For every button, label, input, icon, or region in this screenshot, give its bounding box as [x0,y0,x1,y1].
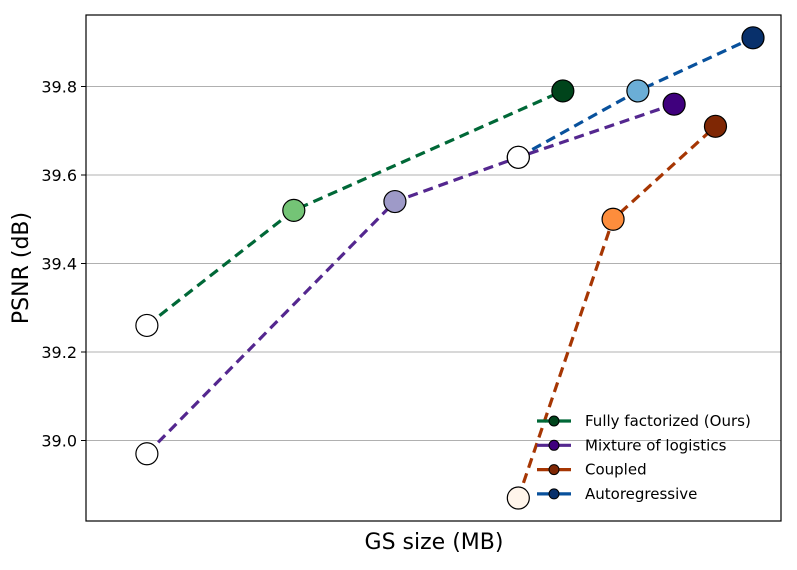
data-point [741,26,765,50]
legend: Fully factorized (Ours) Mixture of logist… [537,412,751,503]
y-tick-label: 39.2 [41,343,77,362]
series-0 [135,79,575,338]
y-tick-label: 39.0 [41,432,77,451]
legend-marker [548,464,560,476]
legend-label: Mixture of logistics [585,436,727,454]
y-tick-label: 39.8 [41,78,77,97]
y-axis-label: PSNR (dB) [9,212,34,324]
data-point [601,207,625,231]
data-point [506,145,530,169]
grid-lines [86,86,781,441]
series-layer [135,26,765,510]
series-3 [506,26,765,169]
series-2 [506,114,728,510]
series-line [145,102,675,455]
data-point [282,198,306,222]
data-point [135,442,159,466]
data-point [626,79,650,103]
legend-label: Autoregressive [585,485,697,503]
legend-marker [548,439,560,451]
plot-frame [85,14,782,522]
data-point [662,92,686,116]
series-1 [135,92,686,466]
x-axis-label: GS size (MB) [365,530,504,555]
data-point [551,79,575,103]
y-tick-label: 39.4 [41,255,77,274]
data-point [506,486,530,510]
data-point [135,313,159,338]
y-tick-label: 39.6 [41,166,77,185]
legend-item: Autoregressive [537,485,697,503]
legend-marker [548,488,560,500]
legend-item: Mixture of logistics [537,436,727,454]
legend-marker [548,415,560,427]
legend-item: Fully factorized (Ours) [537,412,751,430]
legend-label: Fully factorized (Ours) [585,412,751,430]
data-point [703,114,728,138]
y-axis-ticks: 39.0 39.2 39.4 39.6 39.8 [41,78,86,451]
legend-item: Coupled [537,461,647,479]
data-point [383,189,407,214]
legend-label: Coupled [585,461,647,479]
series-line [145,89,564,327]
